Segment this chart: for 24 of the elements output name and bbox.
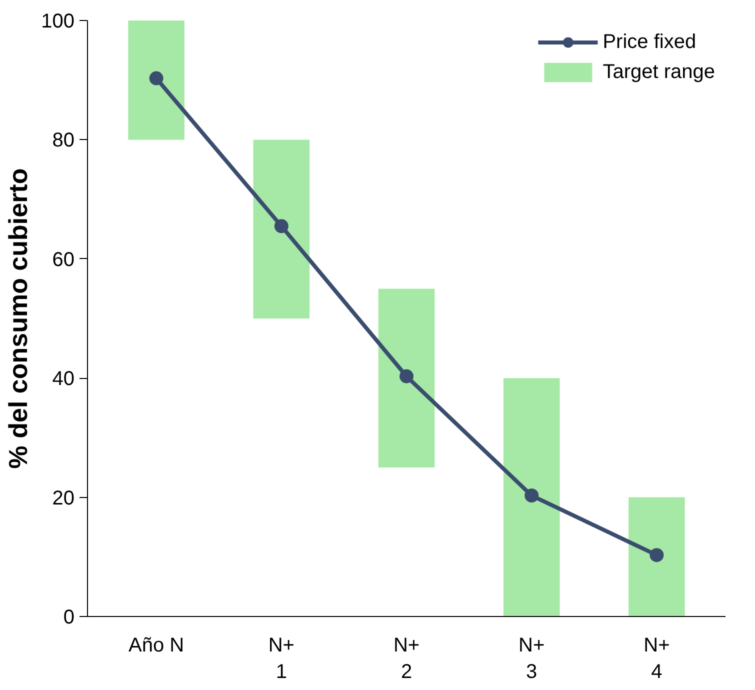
y-tick-label: 40 [52,368,75,390]
point [149,71,164,86]
point [524,488,539,502]
x-tick-label: N+ 3 [518,634,545,683]
y-axis-title: % del consumo cubierto [3,168,34,469]
bar [503,378,560,616]
point [274,219,288,234]
bar [628,497,685,616]
bar [253,140,310,318]
bar [378,288,435,468]
x-tick-label: N+ 2 [393,634,420,683]
y-tick-label: 0 [63,606,74,628]
y-tick-label: 60 [52,248,75,271]
x-tick-label: N+ 4 [644,634,670,683]
y-tick-label: 20 [52,487,75,510]
legend-label: Price fixed [602,30,696,54]
legend-label: Target range [602,60,715,84]
x-tick-label: N+ 1 [268,634,294,683]
bar [128,20,184,140]
y-tick-label: 100 [41,10,75,32]
point [650,548,664,562]
y-tick-label: 80 [52,130,75,152]
x-tick-label: Año N [128,634,184,656]
point [400,369,414,384]
